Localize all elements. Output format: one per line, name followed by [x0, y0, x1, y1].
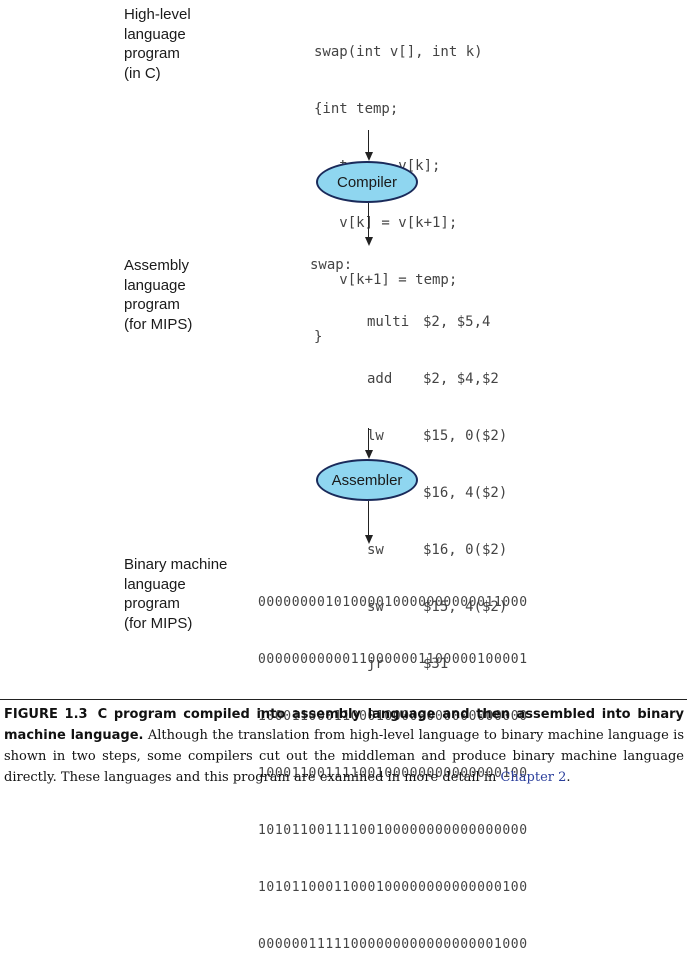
binary-line: 10101100111100100000000000000000	[258, 823, 528, 838]
arrow-to-assembler-line	[368, 428, 370, 450]
code-line: v[k+1] = temp;	[314, 272, 458, 288]
label-line: (for MIPS)	[124, 315, 193, 333]
assembler-label: Assembler	[331, 471, 403, 489]
operands: $31	[423, 656, 449, 672]
operands: $16, 4($2)	[423, 485, 508, 501]
opcode: jr	[367, 656, 384, 672]
caption-end: .	[566, 770, 571, 785]
opcode: sw	[367, 599, 384, 615]
code-line: {int temp;	[314, 101, 399, 117]
assembly-header: swap:	[310, 257, 353, 273]
arrow-to-binary-line	[368, 501, 370, 535]
label-line: language	[124, 276, 186, 294]
caption-divider	[0, 699, 687, 700]
assembly-instruction: multi $2, $5,4	[367, 313, 507, 332]
compiler-label: Compiler	[336, 173, 397, 191]
code-line: swap(int v[], int k)	[314, 44, 483, 60]
label-line: (in C)	[124, 64, 161, 82]
binary-label: Binary machine language program (for MIP…	[124, 555, 227, 633]
binary-line: 00000011111000000000000000001000	[258, 937, 528, 952]
label-line: Assembly	[124, 257, 190, 274]
compiler-node: Compiler	[316, 161, 418, 203]
binary-line: 00000000000110000001100000100001	[258, 652, 528, 667]
arrow-to-assembler-head	[364, 450, 373, 459]
arrow-to-assembly-line	[368, 203, 370, 237]
figure-caption: FIGURE 1.3 C program compiled into assemb…	[4, 704, 684, 788]
arrow-to-compiler-head	[364, 152, 373, 161]
arrow-to-binary-head	[364, 535, 373, 544]
binary-line: 10001100011000100000000000000000	[258, 709, 528, 724]
operands: $15, 4($2)	[423, 599, 508, 615]
operands: $15, 0($2)	[423, 428, 508, 444]
operands: $2, $5,4	[423, 314, 491, 330]
opcode: multi	[367, 314, 410, 330]
operands: $16, 0($2)	[423, 542, 508, 558]
arrow-to-compiler-line	[368, 130, 370, 152]
binary-line: 10001100111100100000000000000100	[258, 766, 528, 781]
arrow-to-assembly-head	[364, 237, 373, 246]
caption-body: Although the translation from high-level…	[4, 728, 684, 785]
assembly-label: Assembly language program (for MIPS)	[124, 256, 192, 334]
label-line: High-level	[124, 6, 191, 23]
assembler-node: Assembler	[316, 459, 418, 501]
binary-line: 00000000101000010000000000011000	[258, 595, 528, 610]
chapter-link[interactable]: Chapter 2	[500, 770, 567, 785]
binary-line: 10101100011000100000000000000100	[258, 880, 528, 895]
opcode: add	[367, 371, 393, 387]
code-line: v[k] = v[k+1];	[314, 215, 458, 231]
assembly-instruction: sw $16, 0($2)	[367, 541, 507, 560]
operands: $2, $4,$2	[423, 371, 499, 387]
label-line: Binary machine	[124, 556, 228, 573]
high-level-label: High-level language program (in C)	[124, 5, 191, 83]
code-line: }	[314, 329, 323, 345]
assembly-instruction: sw $15, 4($2)	[367, 598, 507, 617]
label-line: program	[124, 45, 180, 62]
assembly-instruction: lw $15, 0($2)	[367, 427, 507, 446]
label-line: program	[124, 595, 180, 612]
figure-number: FIGURE 1.3	[4, 707, 88, 722]
opcode: lw	[367, 428, 384, 444]
opcode: sw	[367, 542, 384, 558]
label-line: language	[124, 25, 186, 43]
label-line: language	[124, 575, 186, 593]
assembly-instruction: jr $31	[367, 655, 507, 674]
label-line: (for MIPS)	[124, 614, 193, 632]
assembly-instruction: add $2, $4,$2	[367, 370, 507, 389]
figure-title: C program compiled into assembly languag…	[4, 707, 684, 743]
label-line: program	[124, 296, 180, 313]
